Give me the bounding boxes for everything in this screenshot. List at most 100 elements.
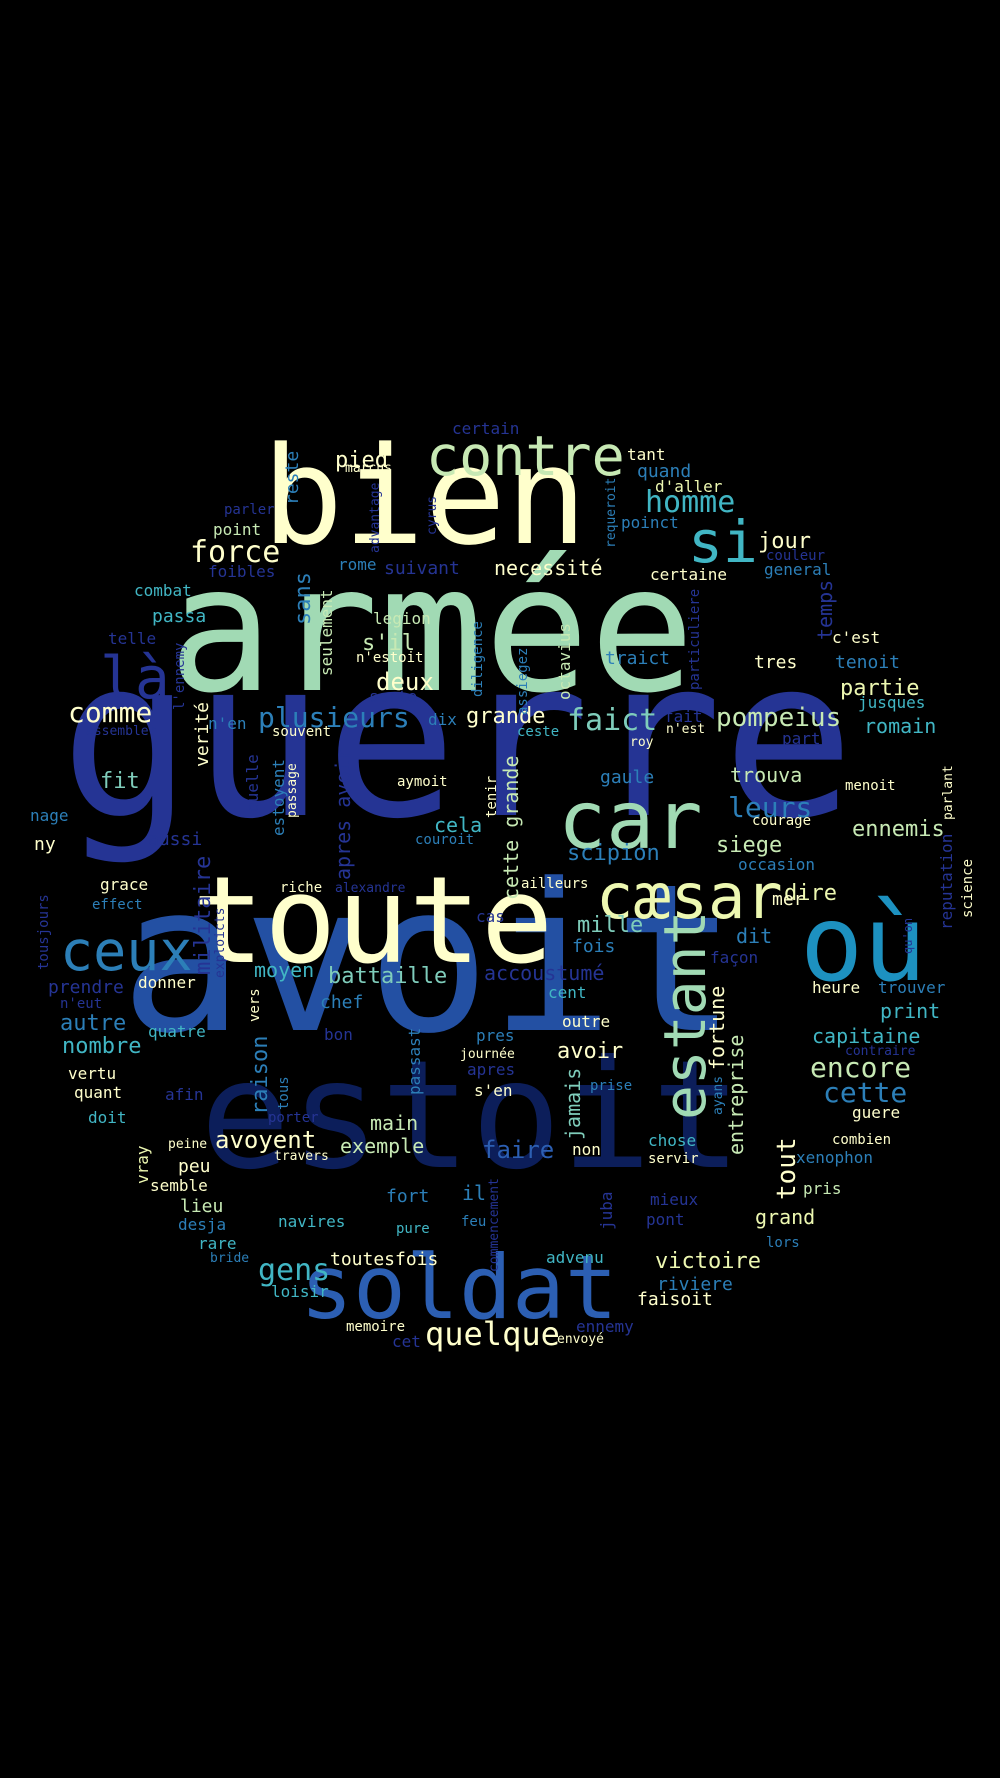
word-158: sorte [369, 687, 417, 706]
word-155: verité [192, 702, 213, 767]
word-89: mer [772, 889, 805, 910]
word-167: rome [338, 555, 377, 574]
word-136: porter [268, 1110, 319, 1126]
word-91: science [960, 859, 976, 918]
word-57: autre [60, 1011, 126, 1036]
word-59: moyen [254, 958, 314, 982]
word-128: pure [396, 1221, 430, 1237]
word-26: avoyent [215, 1126, 316, 1154]
word-64: apres avoir [331, 748, 355, 880]
word-99: pris [803, 1179, 842, 1198]
word-79: jusques [858, 693, 925, 712]
word-52: exemple [340, 1134, 424, 1158]
word-112: prise [590, 1078, 632, 1094]
word-142: afin [165, 1085, 204, 1104]
word-74: couleur [766, 548, 825, 564]
word-102: faisoit [637, 1289, 713, 1310]
word-159: n'estoit [356, 650, 423, 666]
word-172: certain [452, 419, 519, 438]
word-104: ennemy [576, 1317, 634, 1336]
word-47: jour [758, 529, 811, 554]
word-90: reputation [937, 834, 956, 930]
word-129: fort [386, 1186, 429, 1207]
word-96: guere [852, 1103, 900, 1122]
word-152: quelle [243, 754, 262, 812]
word-197: desja [178, 1215, 226, 1234]
word-45: faire [482, 1136, 554, 1164]
word-199: bride [210, 1251, 249, 1266]
word-37: mille [577, 913, 643, 938]
word-67: print [880, 999, 940, 1023]
word-32: ennemis [852, 817, 945, 842]
word-183: aussi [148, 829, 202, 850]
word-17: faict [567, 703, 657, 738]
word-157: dix [428, 710, 457, 729]
word-43: sans [291, 572, 316, 625]
word-73: general [764, 560, 831, 579]
word-76: tenoit [835, 652, 900, 673]
word-116: dit [736, 924, 772, 948]
word-123: apres [467, 1060, 515, 1079]
word-184: grace [100, 875, 148, 894]
word-94: heure [812, 978, 860, 997]
word-195: semble [150, 1176, 208, 1195]
word-186: tousjours [36, 894, 52, 970]
word-106: pont [646, 1210, 685, 1229]
word-188: n'eut [60, 996, 102, 1012]
word-107: mieux [650, 1190, 699, 1209]
word-49: cela [434, 813, 482, 837]
word-149: aymoit [397, 774, 448, 790]
word-137: travers [274, 1149, 329, 1164]
word-24: cette [823, 1076, 907, 1109]
word-121: pres [476, 1026, 515, 1045]
word-177: passa [152, 606, 206, 627]
word-56: grand [755, 1205, 815, 1229]
word-140: chef [320, 992, 363, 1013]
word-1: avoit [120, 841, 737, 1079]
word-19: homme [645, 485, 735, 520]
word-72: certaine [650, 565, 727, 584]
word-18: pompeius [716, 703, 841, 733]
word-93: trouver [878, 978, 946, 997]
word-161: seulement [317, 589, 336, 676]
word-77: tres [754, 652, 797, 673]
word-41: entreprise [724, 1035, 748, 1155]
word-28: victoire [655, 1249, 761, 1274]
word-134: loisir [271, 1282, 329, 1301]
word-170: requeroit [604, 478, 619, 548]
word-150: tenir [484, 776, 500, 818]
word-36: s'il [362, 631, 415, 656]
word-12: là [100, 644, 170, 712]
word-71: poinct [621, 513, 679, 532]
word-42: militaire [191, 856, 216, 975]
word-69: tant [627, 445, 666, 464]
word-15: quelque [425, 1315, 560, 1353]
word-122: journée [460, 1047, 515, 1062]
word-189: vertu [68, 1064, 116, 1083]
word-70: d'aller [655, 477, 723, 496]
word-119: ailleurs [521, 876, 588, 892]
word-124: s'en [474, 1081, 513, 1100]
word-173: parler [224, 502, 275, 518]
word-176: combat [134, 581, 192, 600]
word-9: contre [426, 424, 625, 488]
word-145: exploicts [213, 908, 228, 978]
word-88: occasion [738, 855, 815, 874]
word-141: vers [247, 988, 263, 1022]
word-65: cette grande [499, 756, 523, 901]
word-78: traict [605, 648, 670, 669]
word-187: prendre [48, 977, 124, 998]
word-110: non [572, 1140, 601, 1159]
word-35: deux [376, 668, 434, 696]
word-34: pied [335, 448, 388, 473]
word-13: estant [651, 910, 719, 1120]
word-29: grande [466, 704, 545, 729]
word-125: commencement [487, 1178, 502, 1272]
word-190: quant [74, 1083, 122, 1102]
word-143: quatre [148, 1022, 206, 1041]
word-191: doit [88, 1108, 127, 1127]
word-66: reste [282, 451, 303, 505]
word-82: n'est [666, 722, 705, 737]
word-133: cet [392, 1332, 421, 1351]
word-40: partie [840, 676, 919, 701]
